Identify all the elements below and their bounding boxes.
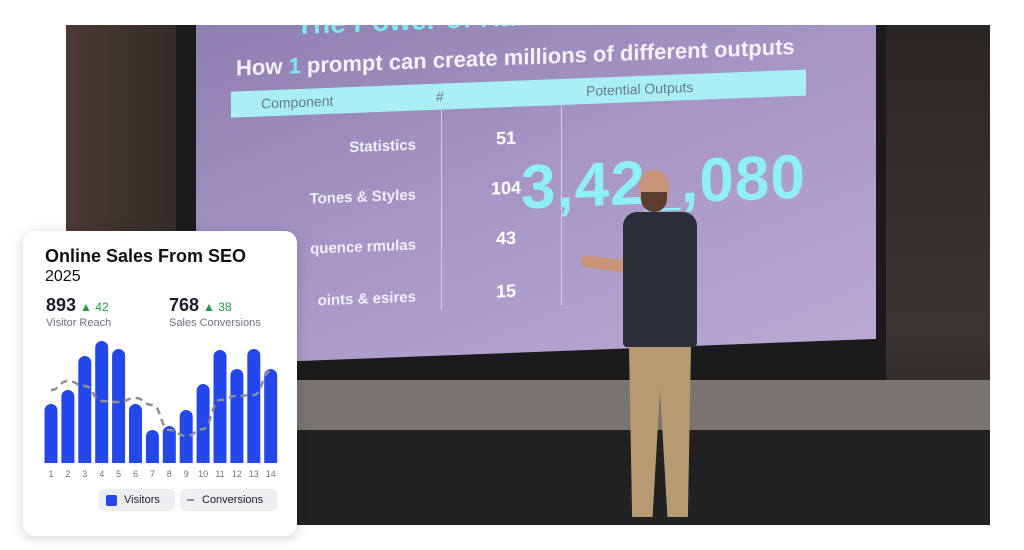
header-outputs: Potential Outputs [586,78,694,100]
x-tick-label: 1 [48,469,53,479]
speaker-pants [629,347,691,517]
visitors-bar [230,369,244,463]
row-label: Statistics [349,136,416,157]
speaker [580,170,721,525]
visitors-bar [264,369,278,463]
conversions-line [50,369,272,438]
square-icon [106,494,117,506]
seo-sales-card: Online Sales From SEO 2025 893 ▲ 42 Visit… [23,231,297,536]
x-tick-label: 13 [249,469,259,479]
speaker-beard [641,192,667,212]
x-tick-label: 8 [167,469,172,479]
visitors-bar [112,349,126,463]
visitors-bar [213,350,227,463]
slide-title: The Power of Randomi [296,25,599,41]
x-tick-label: 4 [99,469,104,479]
divider [441,109,442,310]
triangle-up-icon: ▲ [203,300,215,314]
x-tick-label: 5 [116,469,121,479]
visitors-bar [129,404,142,463]
visitors-bar [145,430,159,463]
legend-visitors[interactable]: Visitors [99,489,175,511]
row-count: 43 [495,227,517,249]
x-tick-label: 11 [215,469,224,479]
kpi-value: 893 [46,295,77,315]
kpi-value: 768 [169,295,200,315]
x-tick-label: 7 [150,469,155,479]
header-count: # [436,88,444,105]
visitors-bar [61,390,75,463]
visitors-bar [44,404,58,463]
row-count: 51 [495,127,517,149]
kpi-visitor-reach: 893 ▲ 42 Visitor Reach [46,295,111,329]
x-tick-label: 3 [82,469,87,479]
visitors-bar [247,349,261,463]
x-tick-label: 9 [184,469,189,479]
row-label: Tones & Styles [309,186,416,208]
projected-slide: The Power of Randomi How 1 prompt can cr… [196,25,876,365]
row-count: 15 [495,280,517,302]
x-tick-label: 12 [232,469,242,479]
header-component: Component [261,92,334,112]
kpi-label: Visitor Reach [46,317,112,329]
kpi-label: Sales Conversions [169,317,261,329]
triangle-up-icon: ▲ [80,300,92,314]
visitors-bar [196,384,210,463]
kpi-sales-conversions: 768 ▲ 38 Sales Conversions [169,295,261,329]
visitors-bar [162,426,176,463]
x-tick-label: 6 [133,469,138,479]
x-tick-label: 2 [65,469,70,479]
speaker-shirt [623,212,697,347]
dash-icon [187,499,194,501]
kpi-delta: ▲ 38 [203,300,232,314]
card-title: Online Sales From SEO [45,246,247,266]
visitors-conversions-chart: 1 2 3 4 5 6 7 8 9 10 11 12 13 14 [44,341,278,479]
x-tick-label: 14 [266,469,276,479]
kpi-delta: ▲ 42 [80,300,109,314]
legend-conversions[interactable]: Conversions [180,489,277,511]
x-tick-label: 10 [198,469,208,479]
card-year: 2025 [45,268,81,285]
visitors-bar [179,410,193,463]
visitors-bar [78,356,92,463]
